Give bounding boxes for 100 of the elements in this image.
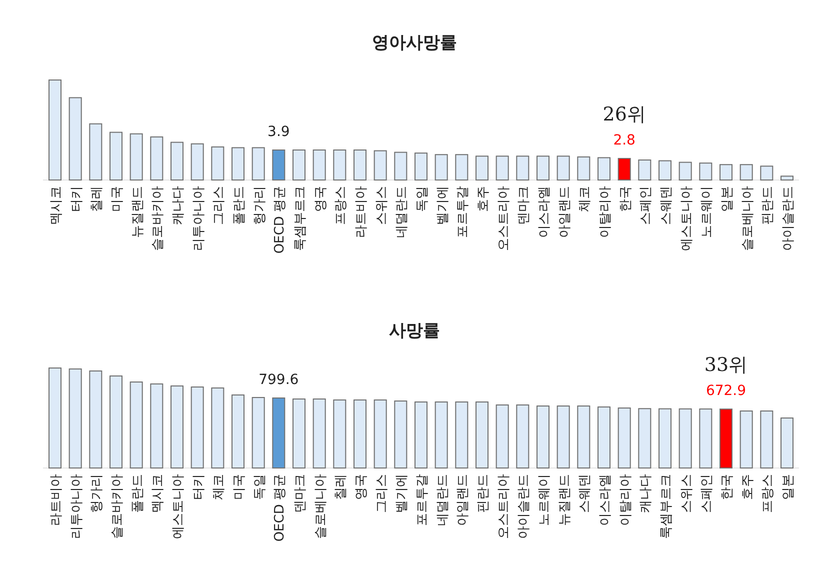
- x-tick-label: 멕시코: [49, 186, 64, 225]
- bar: [232, 394, 244, 468]
- bar: [618, 158, 631, 180]
- x-tick-label: 오스트리아: [496, 474, 512, 539]
- x-tick-label: 노르웨이: [700, 186, 715, 238]
- bar: [638, 160, 652, 180]
- bar: [434, 401, 448, 468]
- bar: [699, 408, 712, 468]
- x-tick-label: 네덜란드: [394, 186, 410, 238]
- bar: [252, 147, 265, 180]
- x-tick-label: 터키: [69, 186, 84, 212]
- bar: [720, 408, 732, 468]
- bar: [638, 408, 652, 468]
- bar: [516, 404, 530, 468]
- x-tick-label: 이스라엘: [598, 474, 613, 526]
- bar: [394, 400, 408, 468]
- x-tick-label: 오스트리아: [496, 186, 512, 251]
- x-tick-label: 아일랜드: [557, 186, 572, 238]
- x-tick-label: 벨기에: [394, 474, 410, 513]
- bar: [496, 156, 509, 180]
- data-label: 672.9: [706, 383, 746, 400]
- x-tick-label: 에스토니아: [171, 474, 186, 539]
- bar: [48, 368, 62, 468]
- x-tick-label: 핀란드: [476, 474, 491, 513]
- bar: [333, 150, 346, 180]
- x-tick-label: 룩셈부르크: [293, 186, 308, 251]
- bar: [333, 399, 346, 468]
- x-tick-label: 리투아니아: [69, 474, 84, 539]
- x-tick-label: 스페인: [638, 186, 654, 225]
- bar: [68, 368, 82, 468]
- bar: [536, 156, 550, 180]
- x-tick-label: 핀란드: [760, 186, 776, 225]
- x-tick-label: 포르투갈: [456, 186, 471, 238]
- bar: [252, 397, 265, 468]
- x-tick-label: 스위스: [374, 186, 390, 225]
- bar: [434, 154, 448, 180]
- bar: [211, 387, 224, 468]
- bar: [414, 401, 428, 468]
- chart-title: 사망률: [389, 321, 440, 341]
- x-tick-label: 슬로바키아: [110, 474, 125, 539]
- x-tick-label: 한국: [720, 474, 735, 500]
- x-tick-label: 뉴질랜드: [130, 186, 146, 238]
- x-tick-label: 아일랜드: [456, 474, 471, 526]
- x-tick-label: 캐나다: [638, 474, 654, 513]
- bar: [89, 123, 102, 180]
- x-tick-label: 폴란드: [232, 186, 247, 225]
- x-tick-label: 미국: [232, 474, 247, 500]
- annotation: 33위: [704, 354, 748, 376]
- x-tick-label: 덴마크: [516, 186, 532, 225]
- bar: [150, 383, 164, 468]
- bar: [312, 398, 326, 468]
- bar: [455, 154, 468, 180]
- x-tick-label: 에스토니아: [679, 186, 694, 251]
- data-label: 799.6: [258, 372, 299, 388]
- x-tick-label: 뉴질랜드: [557, 474, 572, 526]
- bar: [354, 150, 366, 180]
- bar: [618, 408, 631, 468]
- bar: [760, 410, 774, 468]
- x-tick-label: 독일: [415, 186, 430, 212]
- x-tick-label: 영국: [313, 186, 328, 212]
- bar: [760, 166, 774, 180]
- x-tick-label: 이탈리아: [618, 474, 634, 526]
- bar: [455, 401, 468, 468]
- data-label: 3.9: [268, 124, 290, 140]
- x-tick-label: 한국: [618, 186, 634, 212]
- x-tick-label: 호주: [740, 474, 756, 500]
- x-tick-label: 벨기에: [435, 186, 450, 225]
- data-label: 2.8: [613, 132, 636, 148]
- x-tick-label: 미국: [110, 186, 125, 212]
- bar: [292, 150, 306, 180]
- bar: [48, 80, 62, 180]
- bar: [89, 370, 102, 468]
- bar: [272, 150, 286, 180]
- bar: [556, 406, 570, 468]
- x-tick-label: 슬로바키아: [150, 186, 166, 251]
- bar: [170, 142, 184, 180]
- x-tick-label: 그리스: [374, 474, 390, 513]
- x-tick-label: 프랑스: [334, 186, 349, 225]
- bar: [374, 150, 387, 180]
- bar: [598, 406, 610, 468]
- x-tick-label: 캐나다: [171, 186, 186, 225]
- x-tick-label: 슬로베니아: [740, 186, 756, 251]
- annotation: 26위: [602, 103, 646, 126]
- x-tick-label: 리투아니아: [191, 186, 206, 251]
- x-tick-label: 라트비아: [49, 474, 64, 526]
- x-tick-label: 체코: [578, 186, 593, 212]
- bar: [496, 404, 509, 468]
- x-tick-label: 호주: [476, 186, 491, 212]
- x-tick-label: OECD 평균: [272, 474, 288, 542]
- bar: [780, 176, 794, 180]
- x-tick-label: 영국: [354, 474, 369, 500]
- x-tick-label: 이탈리아: [598, 186, 613, 238]
- x-tick-label: 일본: [720, 186, 735, 212]
- bar: [190, 386, 204, 468]
- bar: [110, 132, 122, 180]
- bar: [374, 399, 387, 468]
- x-tick-label: 칠레: [334, 474, 349, 500]
- bar: [190, 143, 204, 180]
- bar: [68, 97, 82, 180]
- x-tick-label: 독일: [252, 474, 268, 500]
